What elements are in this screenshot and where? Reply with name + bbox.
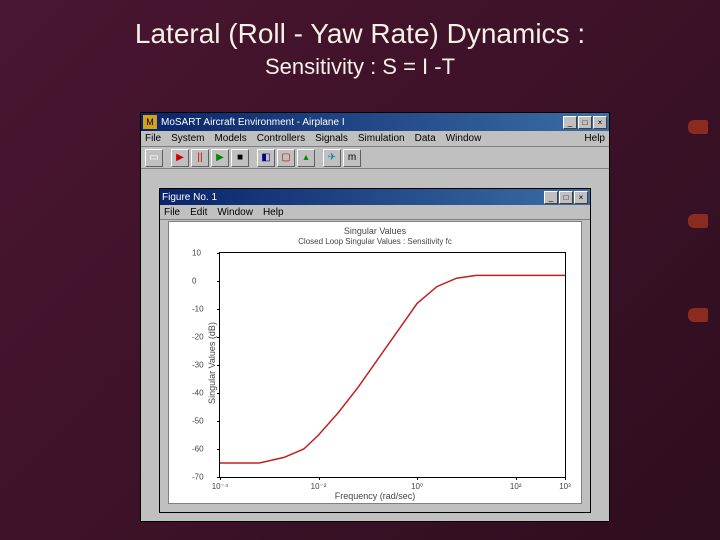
menu-item-system[interactable]: System — [171, 133, 204, 144]
maximize-button[interactable]: □ — [559, 191, 573, 204]
toolbar-airplane-icon[interactable]: ✈ — [323, 149, 341, 167]
menu-item-help[interactable]: Help — [584, 133, 605, 144]
menu-item-controllers[interactable]: Controllers — [257, 133, 305, 144]
menu-item-data[interactable]: Data — [415, 133, 436, 144]
toolbar-screen-icon[interactable]: ◧ — [257, 149, 275, 167]
y-tick-label: -70 — [192, 473, 204, 482]
figure-window-title: Figure No. 1 — [162, 192, 544, 203]
figure-window: Figure No. 1 _ □ × File Edit Window Help Si… — [159, 188, 591, 513]
y-tick-label: -30 — [192, 361, 204, 370]
y-tick-label: -40 — [192, 389, 204, 398]
close-button[interactable]: × — [574, 191, 588, 204]
toolbar-play-red-icon[interactable]: ▶ — [171, 149, 189, 167]
bullet-icon — [688, 120, 708, 134]
y-axis-label: Singular Values (dB) — [207, 322, 217, 404]
chart-axes: 100-10-20-30-40-50-60-7010⁻⁴10⁻²10⁰10²10… — [219, 252, 566, 478]
outer-titlebar[interactable]: M MoSART Aircraft Environment - Airplane… — [141, 113, 609, 131]
outer-app-window: M MoSART Aircraft Environment - Airplane… — [140, 112, 610, 522]
toolbar-pause-icon[interactable]: || — [191, 149, 209, 167]
toolbar-m-letter-icon[interactable]: m — [343, 149, 361, 167]
y-tick-label: 10 — [192, 249, 201, 258]
figure-menu-item-window[interactable]: Window — [217, 207, 253, 218]
x-tick-label: 10⁻² — [311, 482, 327, 491]
toolbar-chart-red-icon[interactable]: ▢ — [277, 149, 295, 167]
menu-item-signals[interactable]: Signals — [315, 133, 348, 144]
y-tick-label: -20 — [192, 333, 204, 342]
plot-title: Singular Values — [169, 226, 581, 236]
sensitivity-curve — [220, 253, 565, 477]
slide-bullets — [688, 120, 708, 322]
slide-subtitle: Sensitivity : S = I -T — [0, 50, 720, 80]
app-icon: M — [143, 115, 157, 129]
x-tick-label: 10⁻⁴ — [212, 482, 229, 491]
toolbar-stop-icon[interactable]: ■ — [231, 149, 249, 167]
outer-window-title: MoSART Aircraft Environment - Airplane I — [161, 117, 563, 128]
figure-menu-item-help[interactable]: Help — [263, 207, 284, 218]
minimize-button[interactable]: _ — [544, 191, 558, 204]
bullet-icon — [688, 214, 708, 228]
minimize-button[interactable]: _ — [563, 116, 577, 129]
close-button[interactable]: × — [593, 116, 607, 129]
figure-menu-item-edit[interactable]: Edit — [190, 207, 207, 218]
y-tick-label: -10 — [192, 305, 204, 314]
y-tick-label: -50 — [192, 417, 204, 426]
figure-titlebar[interactable]: Figure No. 1 _ □ × — [160, 189, 590, 205]
slide-title: Lateral (Roll - Yaw Rate) Dynamics : — [0, 0, 720, 50]
menu-item-file[interactable]: File — [145, 133, 161, 144]
figure-menu-item-file[interactable]: File — [164, 207, 180, 218]
x-tick-label: 10⁰ — [411, 482, 423, 491]
outer-toolbar: ▭▶||▶■◧▢▴✈m — [141, 147, 609, 169]
y-tick-label: 0 — [192, 277, 196, 286]
menu-item-simulation[interactable]: Simulation — [358, 133, 405, 144]
figure-menubar: File Edit Window Help — [160, 205, 590, 220]
x-tick-label: 10³ — [559, 482, 571, 491]
bullet-icon — [688, 308, 708, 322]
plot-subtitle: Closed Loop Singular Values : Sensitivit… — [169, 237, 581, 246]
toolbar-file-icon[interactable]: ▭ — [145, 149, 163, 167]
maximize-button[interactable]: □ — [578, 116, 592, 129]
toolbar-chart-green-icon[interactable]: ▴ — [297, 149, 315, 167]
menu-item-models[interactable]: Models — [214, 133, 246, 144]
x-tick-label: 10² — [510, 482, 522, 491]
x-axis-label: Frequency (rad/sec) — [169, 491, 581, 501]
y-tick-label: -60 — [192, 445, 204, 454]
toolbar-play-green-icon[interactable]: ▶ — [211, 149, 229, 167]
plot-area: Singular Values Closed Loop Singular Val… — [168, 221, 582, 504]
outer-menubar: File System Models Controllers Signals Simula… — [141, 131, 609, 147]
menu-item-window[interactable]: Window — [446, 133, 482, 144]
